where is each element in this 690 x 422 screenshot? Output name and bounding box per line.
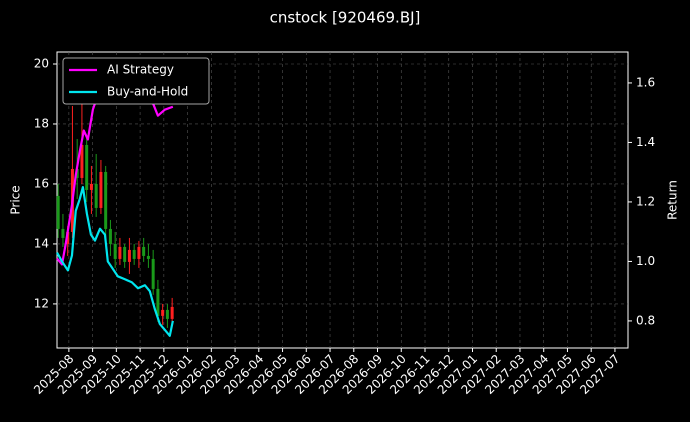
candle-body (123, 246, 127, 262)
line-series (56, 185, 174, 337)
legend-label: Buy-and-Hold (107, 85, 188, 99)
candle-body (56, 195, 60, 229)
legend-box (62, 57, 210, 105)
y-tick-label: 16 (34, 176, 49, 190)
legend: AI Strategy Buy-and-Hold (62, 57, 210, 105)
candle-body (156, 288, 160, 316)
y2-tick-label: 0.8 (636, 313, 655, 327)
candle-body (170, 306, 174, 319)
y2-tick-label: 1.0 (636, 254, 655, 268)
candle-body (132, 249, 136, 259)
y2-tick-label: 1.6 (636, 75, 655, 89)
candle-body (142, 246, 146, 256)
y-tick-label: 14 (34, 236, 49, 250)
candle-body (146, 255, 150, 259)
y-tick-label: 18 (34, 116, 49, 130)
candle-body (151, 258, 155, 289)
y-tick-label: 20 (34, 56, 49, 70)
y2-tick-label: 1.2 (636, 194, 655, 208)
candle-body (127, 249, 131, 262)
candle-body (75, 168, 79, 178)
legend-label: AI Strategy (107, 63, 174, 77)
candle-body (80, 144, 84, 178)
candle-body (104, 171, 108, 229)
candle-body (165, 309, 169, 319)
candle-body (113, 243, 117, 259)
y-tick-label: 12 (34, 296, 49, 310)
candle-body (99, 171, 103, 208)
candle-body (118, 246, 122, 259)
candle-body (94, 183, 98, 208)
candle-body (89, 183, 93, 190)
candle-body (161, 309, 165, 316)
candle-body (108, 228, 112, 244)
y2-tick-label: 1.4 (636, 135, 655, 149)
y2-axis-label: Return (666, 180, 680, 220)
y-axis-label: Price (9, 185, 23, 214)
candle-body (61, 228, 65, 238)
candle-body (137, 246, 141, 259)
candle-body (85, 144, 89, 190)
chart-title: cnstock [920469.BJ] (270, 9, 421, 27)
